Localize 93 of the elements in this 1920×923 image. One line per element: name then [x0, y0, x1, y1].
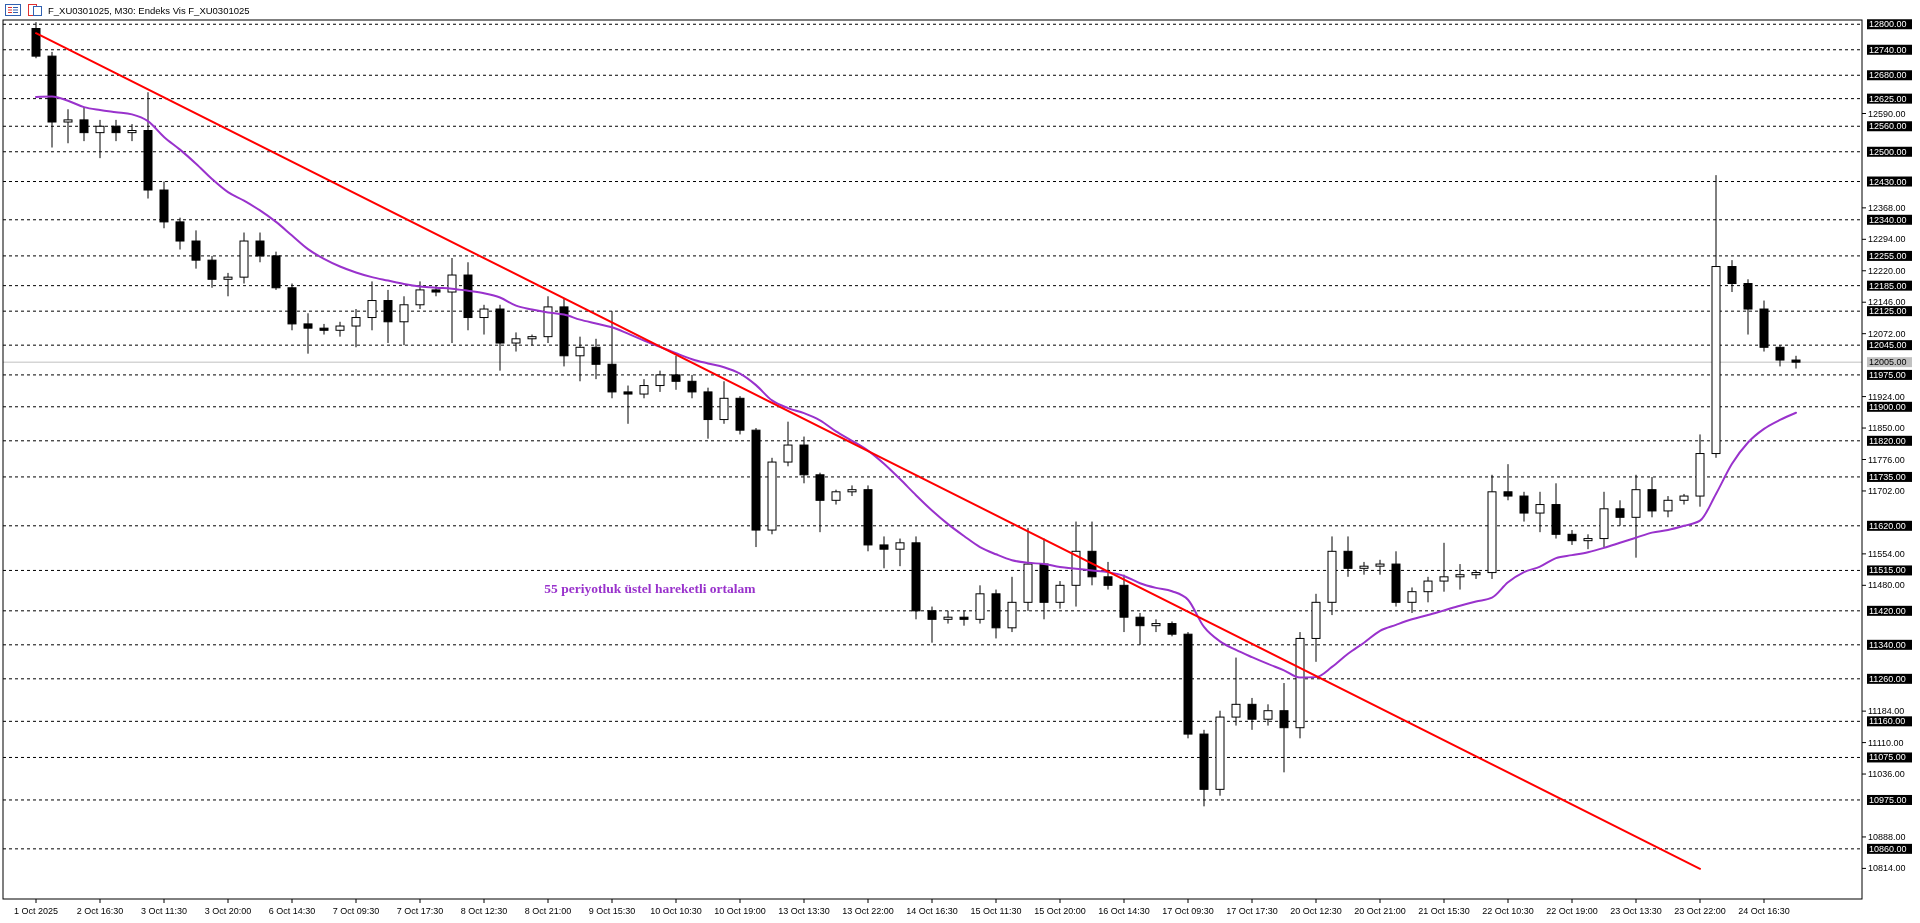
ref-line-label: 12005.00 [1869, 357, 1907, 368]
ref-line-label: 11975.00 [1869, 369, 1906, 380]
x-tick-label: 8 Oct 21:00 [524, 906, 572, 916]
ref-line-label: 12625.00 [1869, 93, 1907, 104]
x-tick-label: 17 Oct 17:30 [1226, 906, 1278, 916]
ref-line-label: 11160.00 [1869, 716, 1906, 727]
candlestick [1423, 576, 1433, 603]
ref-line-label: 12255.00 [1869, 250, 1907, 261]
ref-line-label: 12185.00 [1869, 280, 1907, 291]
ref-line-label: 12430.00 [1869, 176, 1907, 187]
candlestick [1791, 355, 1801, 370]
y-tick-label: 12590.00 [1868, 108, 1906, 119]
x-tick-label: 3 Oct 11:30 [141, 906, 187, 916]
y-tick-label: 11554.00 [1868, 548, 1905, 559]
candlestick [255, 232, 265, 263]
y-tick-label: 11776.00 [1868, 454, 1905, 465]
x-tick-label: 17 Oct 09:30 [1162, 906, 1214, 916]
x-tick-label: 15 Oct 11:30 [970, 906, 1022, 916]
ref-line-label: 12045.00 [1869, 340, 1907, 351]
x-tick-label: 15 Oct 20:00 [1034, 906, 1086, 916]
y-tick-label: 12072.00 [1868, 328, 1906, 339]
y-tick-label: 11924.00 [1868, 391, 1905, 402]
ref-line-label: 12680.00 [1869, 70, 1907, 81]
candlestick [927, 606, 937, 644]
x-tick-label: 23 Oct 13:30 [1610, 906, 1662, 916]
x-tick-label: 21 Oct 15:30 [1418, 906, 1470, 916]
x-tick-label: 10 Oct 19:00 [714, 906, 766, 916]
y-tick-label: 12146.00 [1868, 297, 1906, 308]
y-tick-label: 11036.00 [1868, 769, 1905, 780]
x-tick-label: 7 Oct 17:30 [396, 906, 444, 916]
y-tick-label: 11110.00 [1868, 737, 1904, 748]
candlestick [111, 119, 121, 142]
x-tick-label: 23 Oct 22:00 [1674, 906, 1726, 916]
candlestick [319, 323, 329, 336]
ref-line-label: 11820.00 [1869, 435, 1906, 446]
x-tick-label: 22 Oct 10:30 [1482, 906, 1534, 916]
y-tick-label: 11184.00 [1868, 706, 1905, 717]
x-tick-label: 10 Oct 10:30 [650, 906, 702, 916]
x-tick-label: 20 Oct 21:00 [1354, 906, 1406, 916]
candlestick [415, 280, 425, 310]
x-tick-label: 16 Oct 14:30 [1098, 906, 1150, 916]
y-tick-label: 12368.00 [1868, 202, 1906, 213]
candlestick [1151, 618, 1161, 633]
chart-title: F_XU0301025, M30: Endeks Vis F_XU0301025 [48, 4, 250, 16]
ref-line-label: 11620.00 [1869, 520, 1906, 531]
ref-line-label: 12740.00 [1869, 44, 1907, 55]
ref-line-label: 12500.00 [1869, 146, 1907, 157]
x-tick-label: 20 Oct 12:30 [1290, 906, 1342, 916]
ref-line-label: 12560.00 [1869, 121, 1907, 132]
y-tick-label: 11480.00 [1868, 580, 1905, 591]
x-tick-label: 9 Oct 15:30 [588, 906, 636, 916]
x-tick-label: 1 Oct 2025 [13, 906, 59, 916]
ref-line-label: 11735.00 [1869, 471, 1906, 482]
y-tick-label: 10888.00 [1868, 831, 1906, 842]
candlestick [399, 295, 409, 346]
x-tick-label: 22 Oct 19:00 [1546, 906, 1598, 916]
candlestick [1567, 529, 1577, 546]
candlestick [1583, 533, 1593, 550]
ref-line-label: 11340.00 [1869, 639, 1906, 650]
text: 55 periyotluk üstel hareketli ortalam [544, 581, 757, 597]
ref-line-label: 10860.00 [1869, 843, 1907, 854]
candlestick [1679, 493, 1689, 506]
ref-line-label: 12340.00 [1869, 214, 1907, 225]
y-tick-label: 12294.00 [1868, 234, 1906, 245]
ref-line-label: 11900.00 [1869, 401, 1906, 412]
x-tick-label: 13 Oct 22:00 [842, 906, 894, 916]
candlestick [1663, 495, 1673, 518]
x-tick-label: 24 Oct 16:30 [1738, 906, 1790, 916]
candlestick [879, 535, 889, 569]
ref-line-label: 12800.00 [1869, 19, 1907, 30]
x-tick-label: 3 Oct 20:00 [204, 906, 252, 916]
y-tick-label: 11850.00 [1868, 423, 1905, 434]
candlestick [847, 484, 857, 497]
ref-line-label: 11075.00 [1869, 752, 1906, 763]
x-tick-label: 7 Oct 09:30 [332, 906, 380, 916]
y-tick-label: 10814.00 [1868, 863, 1906, 874]
x-tick-label: 14 Oct 16:30 [906, 906, 958, 916]
candlestick [895, 538, 905, 567]
x-tick-label: 8 Oct 12:30 [460, 906, 508, 916]
x-tick-label: 13 Oct 13:30 [778, 906, 830, 916]
candlestick [639, 378, 649, 399]
candlestick [1519, 491, 1529, 523]
y-tick-label: 11702.00 [1868, 485, 1905, 496]
line-series [35, 95, 1797, 679]
ref-line-label: 11420.00 [1869, 605, 1906, 616]
ref-line-label: 10975.00 [1869, 794, 1907, 805]
ref-line-label: 11515.00 [1869, 565, 1906, 576]
x-tick-label: 2 Oct 16:30 [76, 906, 124, 916]
y-tick-label: 12220.00 [1868, 265, 1906, 276]
x-tick-label: 6 Oct 14:30 [268, 906, 316, 916]
candlestick [335, 321, 345, 338]
ref-line-label: 12125.00 [1869, 306, 1907, 317]
ref-line-label: 11260.00 [1869, 673, 1906, 684]
